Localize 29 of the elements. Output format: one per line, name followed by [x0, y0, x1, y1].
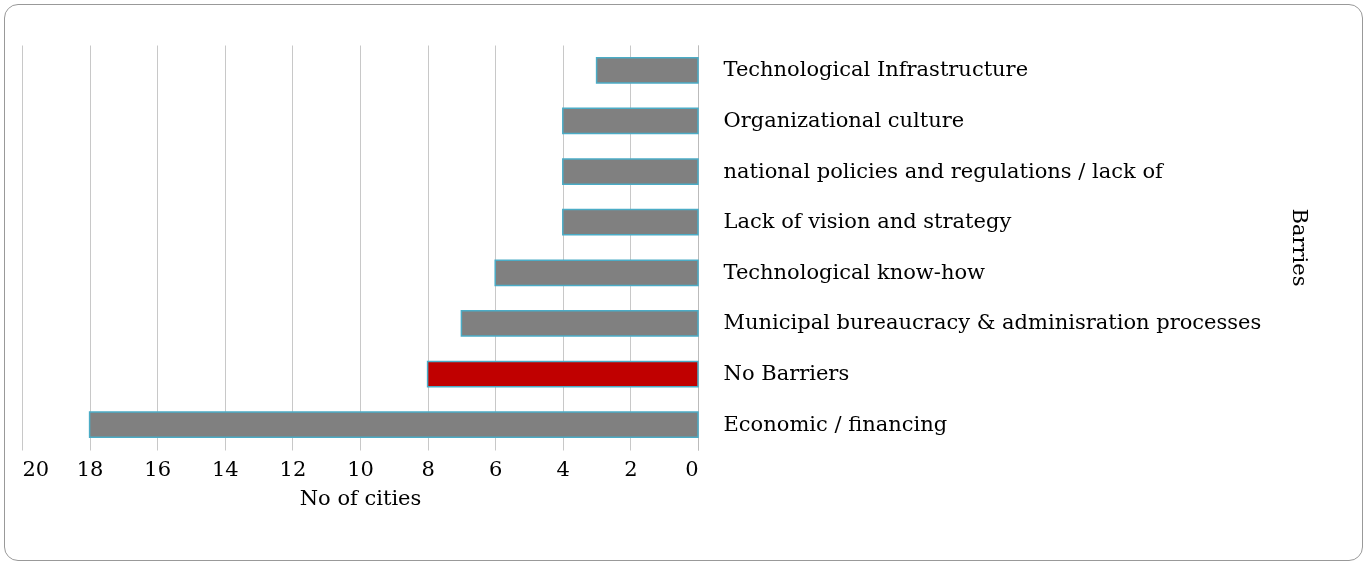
y-tick-label: No Barriers	[723, 361, 850, 386]
x-tick-label: 4	[556, 456, 570, 481]
y-tick-label: Organizational culture	[723, 107, 965, 132]
y-tick-label: Municipal bureaucracy & adminisration processes	[723, 310, 1262, 335]
x-tick-label: 2	[624, 456, 638, 481]
bar	[460, 310, 699, 337]
bar	[595, 56, 699, 84]
x-tick-label: 14	[211, 456, 239, 481]
bar	[494, 259, 699, 287]
y-tick-label: Economic / financing	[723, 411, 948, 436]
bar	[426, 360, 699, 388]
x-tick-label: 0	[685, 456, 699, 481]
x-tick-label: 18	[76, 456, 104, 481]
x-tick-label: 8	[421, 456, 435, 481]
x-axis-title: No of cities	[299, 485, 422, 510]
y-tick-label: Technological know-how	[723, 259, 986, 284]
x-tick-label: 20	[22, 456, 50, 481]
y-tick-label: Lack of vision and strategy	[723, 209, 1012, 234]
bar	[562, 158, 699, 185]
x-tick-label: 10	[347, 456, 374, 481]
y-tick-label: national policies and regulations / lack of	[723, 158, 1166, 183]
bar	[562, 208, 699, 236]
x-tick-label: 12	[279, 456, 307, 481]
y-tick-label: Technological Infrastructure	[723, 57, 1029, 82]
bar	[88, 411, 699, 439]
bar	[562, 107, 699, 135]
x-tick-label: 16	[144, 456, 172, 481]
x-tick-label: 6	[489, 456, 503, 481]
y-axis-title: Barries	[1287, 208, 1312, 287]
